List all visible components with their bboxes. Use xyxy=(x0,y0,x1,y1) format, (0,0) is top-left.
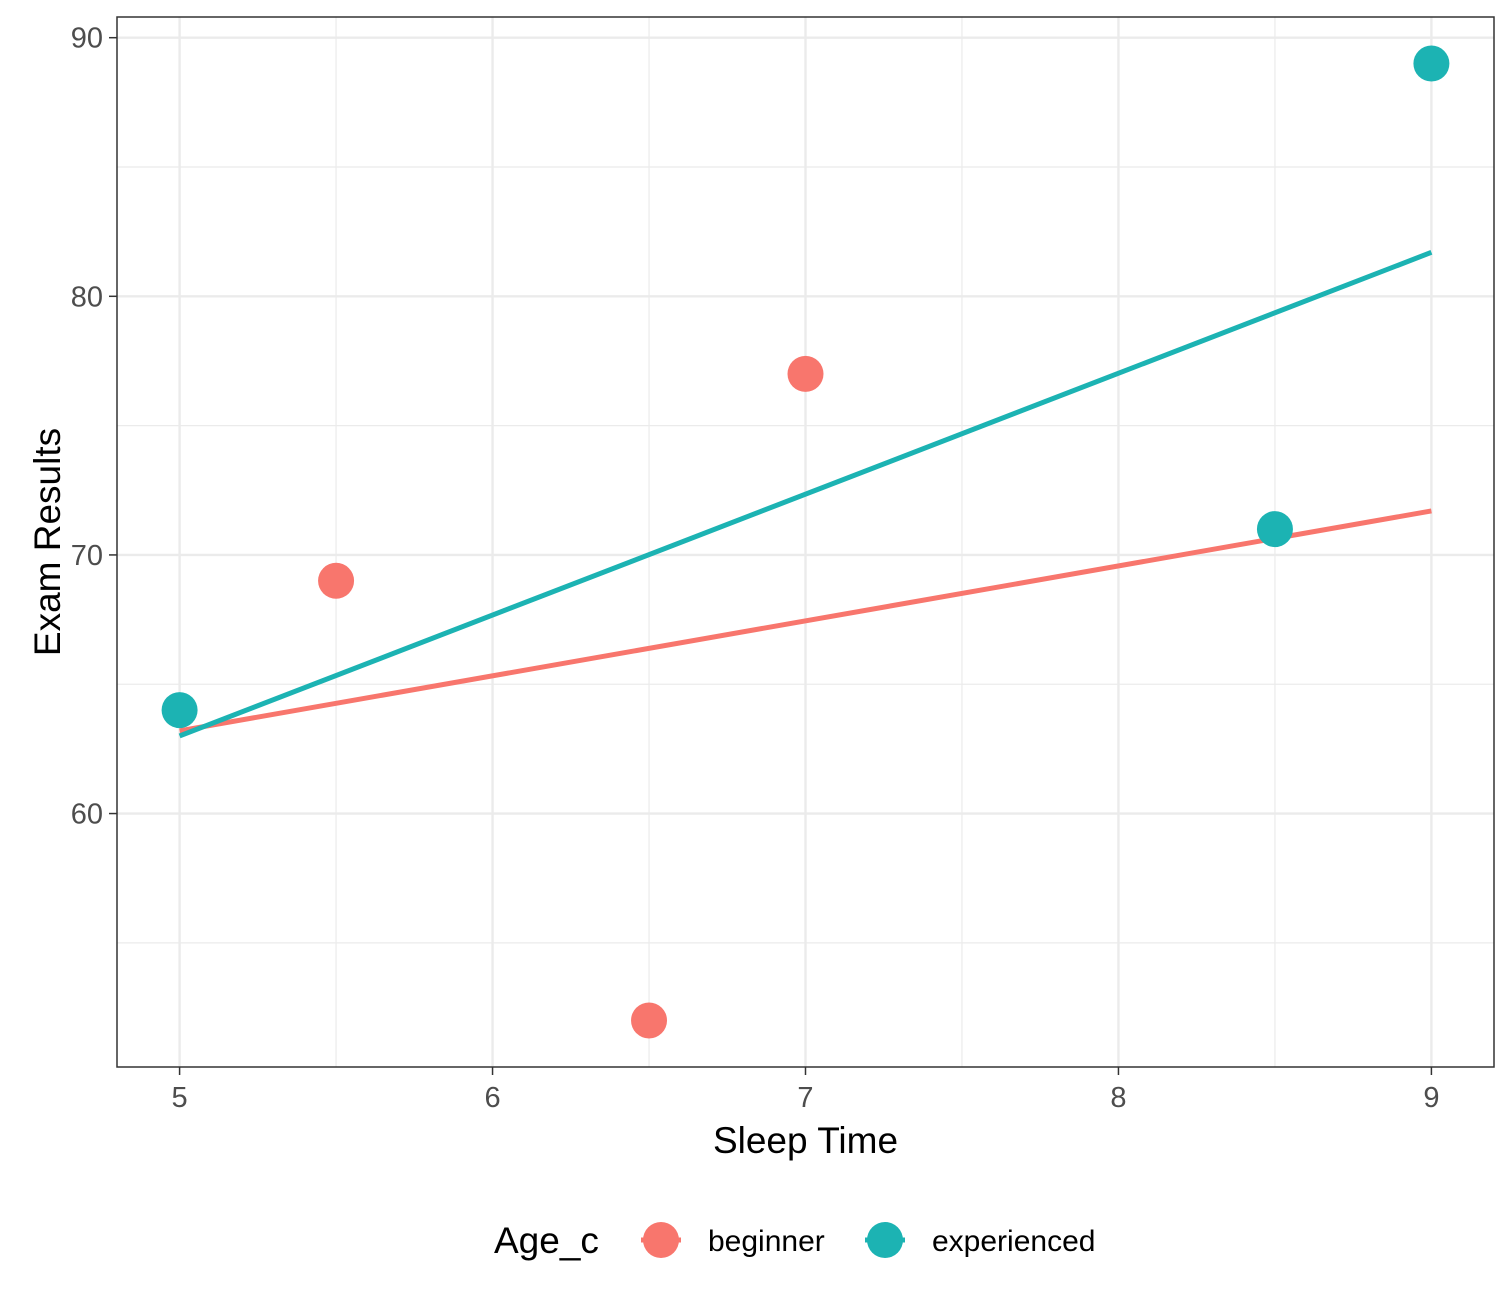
y-axis-title: Exam Results xyxy=(27,428,68,656)
point-experienced xyxy=(1256,511,1293,548)
data-points xyxy=(161,45,1450,1039)
legend: Age_c beginner experienced xyxy=(494,1220,1095,1261)
legend-label-beginner: beginner xyxy=(708,1225,825,1258)
x-tick-label: 9 xyxy=(1423,1082,1439,1114)
fit-line-experienced xyxy=(178,250,1433,739)
point-beginner xyxy=(631,1002,668,1039)
x-tick-label: 5 xyxy=(172,1082,188,1114)
fit-lines xyxy=(178,250,1433,739)
point-experienced xyxy=(161,692,198,729)
x-tick-label: 7 xyxy=(797,1082,813,1114)
y-tick-label: 70 xyxy=(71,540,103,572)
y-axis-ticks: 60 70 80 90 xyxy=(71,23,117,831)
legend-title: Age_c xyxy=(494,1220,599,1261)
legend-key-point-experienced xyxy=(867,1222,903,1258)
x-tick-label: 8 xyxy=(1110,1082,1126,1114)
x-axis-title: Sleep Time xyxy=(713,1120,898,1161)
y-tick-label: 60 xyxy=(71,799,103,831)
y-tick-label: 90 xyxy=(71,23,103,55)
point-experienced xyxy=(1413,45,1450,82)
legend-key-point-beginner xyxy=(643,1222,679,1258)
point-beginner xyxy=(787,355,824,392)
fit-line-beginner xyxy=(179,508,1432,734)
legend-label-experienced: experienced xyxy=(932,1225,1095,1258)
x-tick-label: 6 xyxy=(484,1082,500,1114)
point-beginner xyxy=(318,562,355,599)
x-axis-ticks: 5 6 7 8 9 xyxy=(172,1067,1439,1114)
y-tick-label: 80 xyxy=(71,281,103,313)
major-gridlines xyxy=(117,17,1494,1067)
